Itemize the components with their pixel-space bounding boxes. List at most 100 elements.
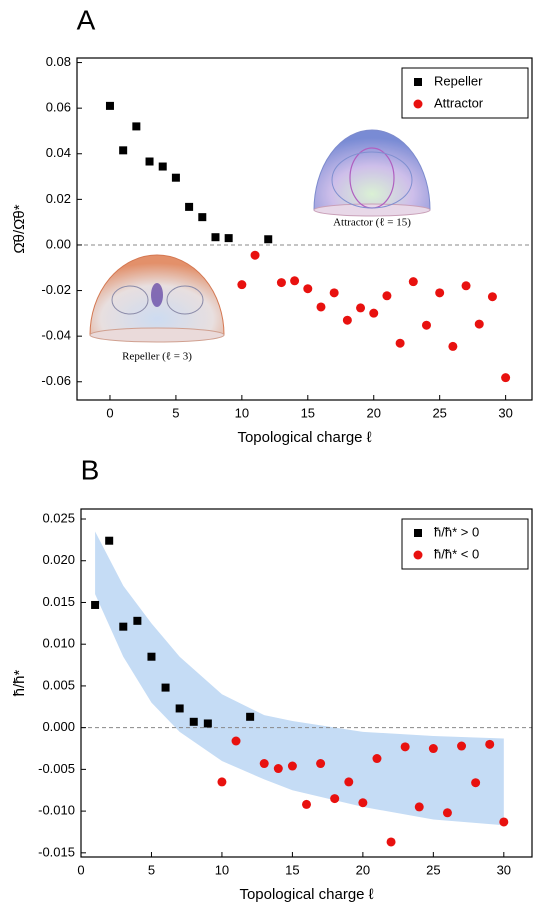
y-tick-label: 0.025 [42,510,75,525]
x-tick-label: 25 [432,405,446,420]
y-tick-label: 0.000 [42,719,75,734]
point [330,794,340,804]
point [198,213,207,222]
x-tick-label: 15 [285,862,299,877]
point [344,777,354,787]
point [203,719,212,728]
point [119,622,128,631]
point [105,536,114,545]
y-tick-label: -0.005 [38,761,75,776]
point [435,288,445,298]
point [276,278,286,288]
point [400,742,410,752]
point [487,292,497,302]
panel-label: B [81,454,100,485]
inset-caption: Repeller (ℓ = 3) [122,351,192,363]
y-tick-label: 0.020 [42,552,75,567]
point [211,233,220,242]
point [386,837,396,847]
plot: A 0 5 10 15 20 25 30 0.08 0.06 0.04 0.02 0.00 -0.02 -0… [11,4,533,446]
legend-label: ħ̄/ħ̄* < 0 [434,546,479,561]
point [175,704,184,713]
inset-attractor [313,129,431,217]
point [145,157,154,166]
point [224,234,233,243]
point [290,276,300,286]
legend-box [401,518,529,570]
legend-marker [414,529,422,537]
point [189,717,198,726]
x-tick-label: 25 [426,862,440,877]
point [316,759,326,769]
band [95,531,504,826]
point [408,277,418,287]
point [457,741,467,751]
y-axis-label: ħ̄/ħ̄* [11,669,28,696]
point [217,777,227,787]
y-tick-label: 0.00 [46,236,71,251]
point [105,101,114,110]
y-tick-label: 0.02 [46,191,71,206]
inset-repeller [89,254,225,343]
point [448,341,458,351]
point [461,281,471,291]
point [428,744,438,754]
point [395,338,405,348]
point [158,162,167,171]
inset-caption: Attractor (ℓ = 15) [333,217,411,229]
point [474,319,484,329]
point [273,764,283,774]
point [132,122,141,131]
x-tick-label: 0 [77,862,84,877]
x-tick-label: 10 [215,862,229,877]
y-tick-label: -0.015 [38,844,75,859]
plot-frame [80,508,533,858]
point [501,373,511,383]
point [119,146,128,155]
x-tick-label: 10 [235,405,249,420]
point [471,778,481,788]
point [171,173,180,182]
x-tick-label: 30 [497,862,511,877]
y-tick-label: -0.04 [41,328,71,343]
legend-label: ħ̄/ħ̄* > 0 [434,524,479,539]
legend-marker [413,99,423,109]
legend-box [401,67,529,119]
y-tick-label: 0.08 [46,54,71,69]
point [250,250,260,260]
point [356,303,366,313]
point [133,616,142,625]
point [303,284,313,294]
y-tick-label: -0.010 [38,803,75,818]
panel-label: A [77,4,96,35]
y-axis-label: Ω̄θ/Ω̄θ* [11,204,28,253]
x-tick-label: 15 [301,405,315,420]
point [147,652,156,661]
point [329,288,339,298]
point [342,315,352,325]
x-tick-label: 0 [106,405,113,420]
x-tick-label: 20 [367,405,381,420]
point [246,712,255,721]
x-tick-label: 5 [148,862,155,877]
point [358,798,368,808]
point [442,808,452,818]
legend-label: Repeller [434,73,483,88]
y-tick-label: 0.010 [42,636,75,651]
point [287,761,297,771]
point [369,308,379,318]
legend-marker [413,550,423,560]
y-tick-label: 0.04 [46,145,71,160]
point [231,736,241,746]
x-axis-label: Topological charge ℓ [239,886,373,903]
point [316,302,326,312]
point [302,799,311,809]
y-tick-label: -0.02 [41,282,71,297]
point [264,235,273,244]
point [161,683,170,692]
point [382,291,392,301]
point [421,320,431,330]
x-tick-label: 20 [356,862,370,877]
y-tick-label: 0.06 [46,100,71,115]
